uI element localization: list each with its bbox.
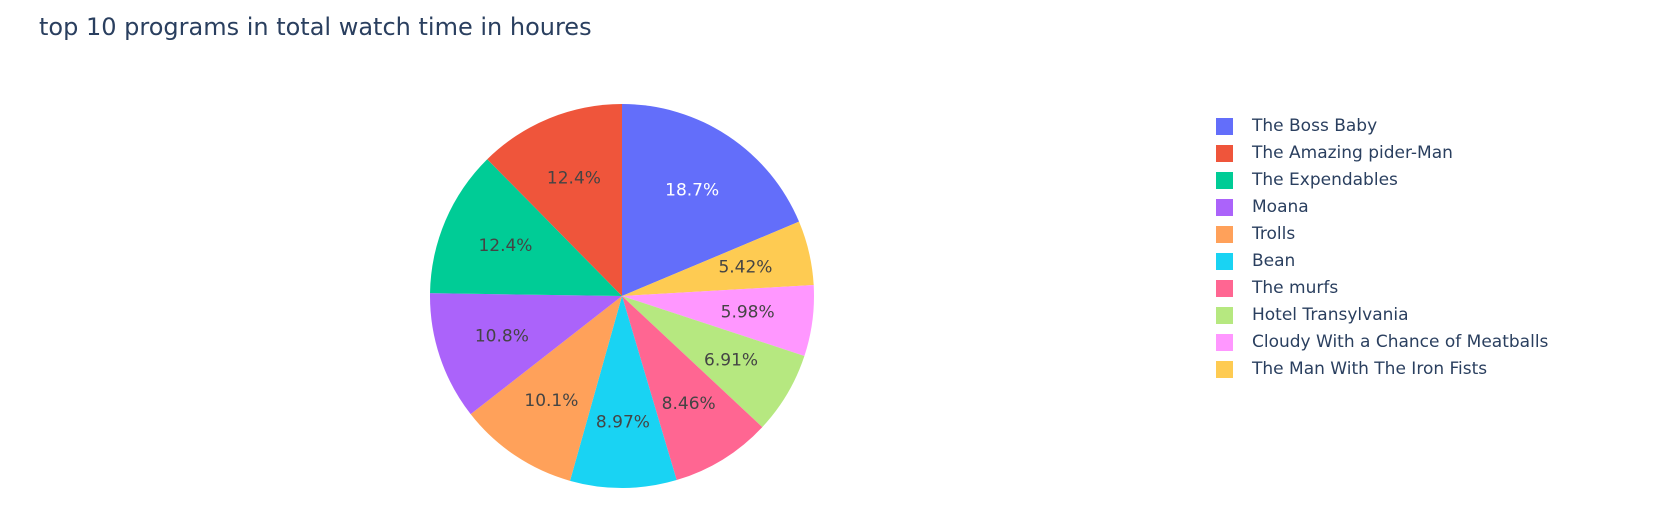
pie-slice[interactable] [470,296,622,481]
legend-item[interactable]: The murfs [1216,278,1338,298]
pie-slice-label: 10.8% [475,326,529,346]
legend-item[interactable]: The Boss Baby [1216,116,1377,136]
legend-swatch [1216,199,1233,216]
legend-label: Cloudy With a Chance of Meatballs [1252,332,1549,352]
pie-slice-labels: 18.7% 5.42% 5.98% 6.91% 8.46% 8.97% 10.1% 10.8%… [475,169,775,433]
pie-slice-label: 12.4% [478,236,532,256]
pie-slice-label: 5.42% [718,257,772,277]
legend-item[interactable]: The Expendables [1216,170,1398,190]
legend-label: The Amazing pider-Man [1251,143,1453,163]
pie-slice[interactable] [622,284,815,356]
pie-slice-label: 12.4% [547,169,601,189]
pie-slice-label: 6.91% [704,351,758,371]
legend: The Boss Baby The Amazing pider-Man The Ex… [1216,116,1549,379]
pie-slice-label: 8.46% [662,394,716,414]
pie-slice-label: 18.7% [665,180,719,200]
legend-label: The Man With The Iron Fists [1251,359,1487,379]
legend-swatch [1216,280,1233,297]
legend-label: The murfs [1251,278,1338,298]
legend-label: Trolls [1251,224,1295,244]
legend-swatch [1216,118,1233,135]
legend-item[interactable]: Cloudy With a Chance of Meatballs [1216,332,1549,352]
legend-swatch [1216,145,1233,162]
legend-item[interactable]: The Amazing pider-Man [1216,143,1453,163]
legend-swatch [1216,334,1233,351]
legend-label: Moana [1252,197,1309,217]
legend-label: Hotel Transylvania [1252,305,1409,325]
legend-label: The Boss Baby [1251,116,1377,136]
pie-slice[interactable] [570,296,677,488]
pie-slices [430,104,815,488]
pie-slice[interactable] [430,159,622,296]
legend-item[interactable]: Trolls [1216,224,1295,244]
legend-swatch [1216,361,1233,378]
pie-slice[interactable] [622,221,814,296]
legend-item[interactable]: Moana [1216,197,1309,217]
legend-swatch [1216,253,1233,270]
legend-item[interactable]: The Man With The Iron Fists [1216,359,1487,379]
legend-label: The Expendables [1251,170,1398,190]
legend-item[interactable]: Bean [1216,251,1295,271]
pie-slice-label: 10.1% [524,391,578,411]
chart-title: top 10 programs in total watch time in h… [39,13,592,41]
pie-slice[interactable] [622,104,800,296]
legend-swatch [1216,226,1233,243]
pie-slice-label: 5.98% [721,302,775,322]
legend-label: Bean [1252,251,1295,271]
pie-slice[interactable] [622,296,805,428]
legend-item[interactable]: Hotel Transylvania [1216,305,1409,325]
legend-swatch [1216,307,1233,324]
legend-swatch [1216,172,1233,189]
pie-slice[interactable] [430,293,622,415]
pie-slice[interactable] [487,104,622,296]
pie-slice-label: 8.97% [596,413,650,433]
pie-slice[interactable] [622,296,763,481]
